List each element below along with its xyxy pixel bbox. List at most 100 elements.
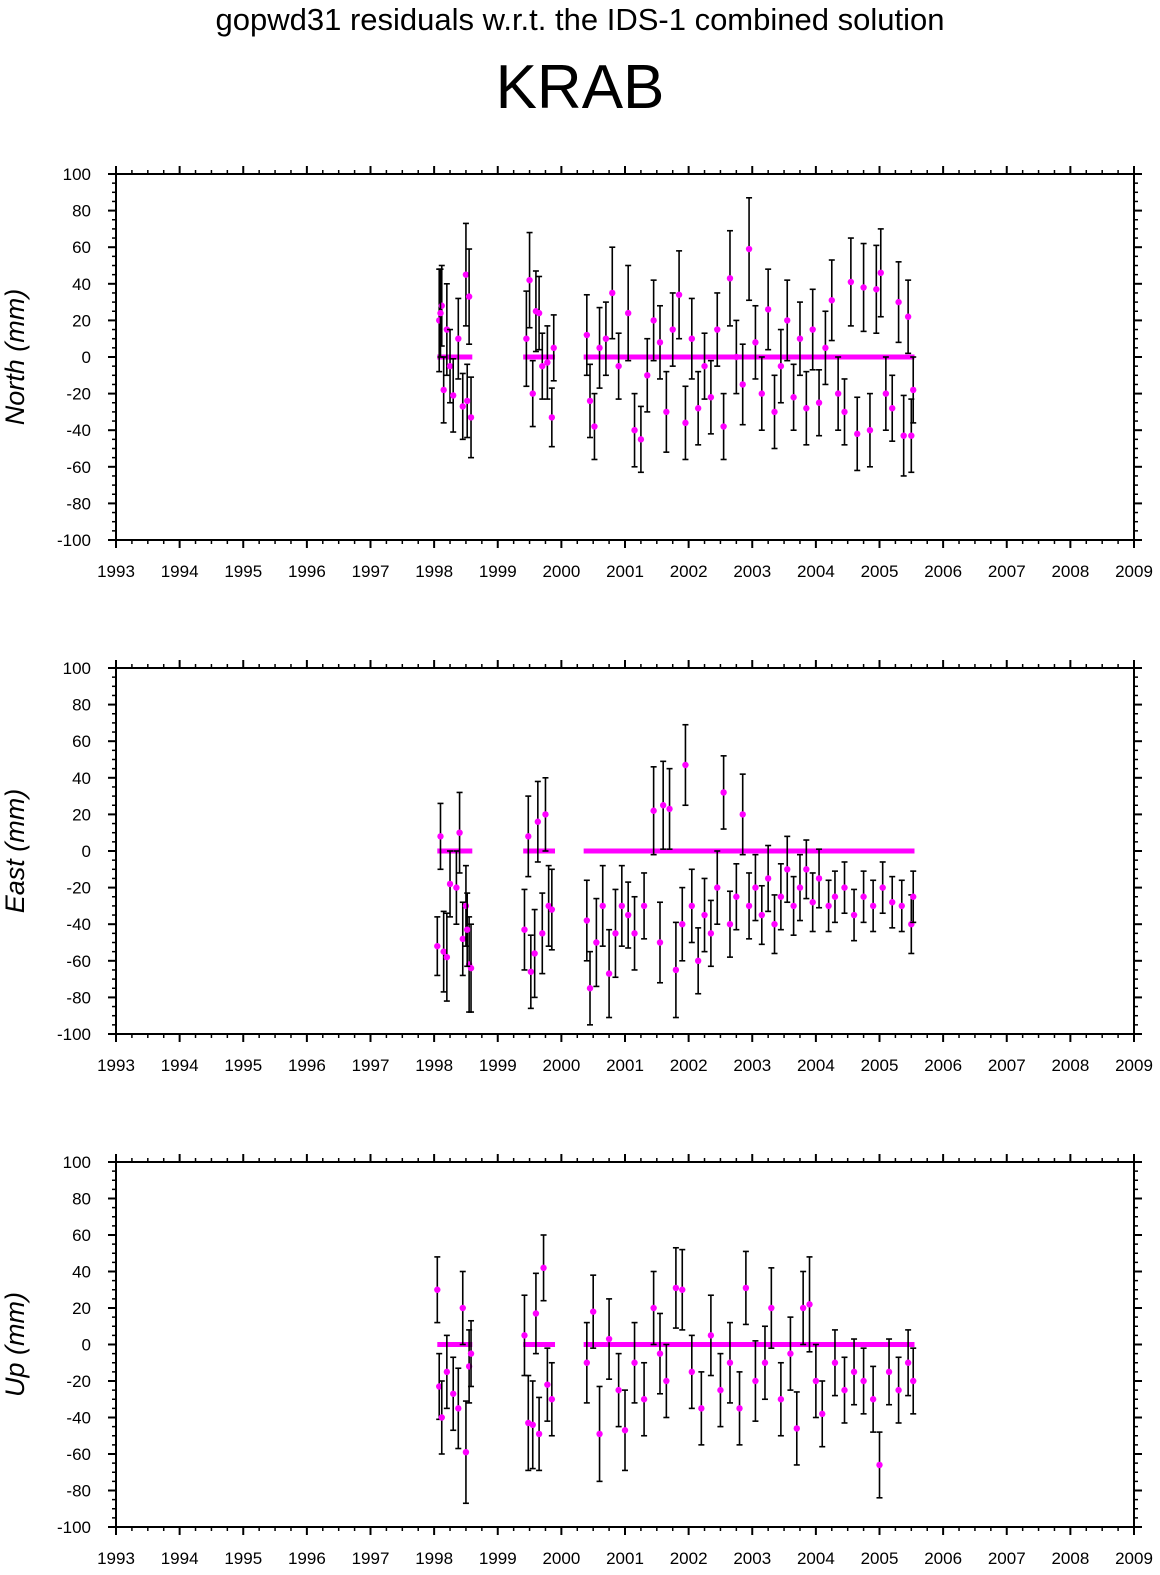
- data-point: [831, 1359, 839, 1366]
- data-point: [640, 902, 648, 910]
- data-point: [539, 362, 546, 370]
- data-point: [523, 335, 530, 342]
- x-tick-label: 1993: [97, 562, 135, 581]
- data-point: [764, 306, 772, 313]
- y-tick-label: 80: [72, 1190, 91, 1209]
- data-point: [764, 875, 772, 882]
- x-tick-label: 1999: [479, 1549, 517, 1568]
- data-point: [586, 985, 594, 992]
- x-tick-label: 1996: [288, 1549, 326, 1568]
- data-point: [752, 884, 759, 891]
- data-point: [464, 397, 471, 405]
- data-point: [850, 1368, 858, 1376]
- data-point: [803, 405, 810, 412]
- y-tick-label: -20: [66, 385, 91, 404]
- y-tick-label: 100: [63, 1153, 91, 1172]
- data-point: [850, 911, 858, 919]
- data-point: [771, 921, 778, 928]
- data-point: [809, 899, 816, 906]
- x-tick-label: 1997: [352, 1549, 390, 1568]
- data-point: [542, 811, 549, 818]
- data-point: [806, 1301, 813, 1308]
- data-point: [688, 1368, 696, 1376]
- data-point: [609, 289, 616, 297]
- y-tick-label: -100: [57, 1025, 91, 1044]
- data-point: [736, 1405, 743, 1412]
- data-point: [726, 1359, 734, 1366]
- data-point: [440, 948, 447, 955]
- x-tick-label: 2005: [861, 1056, 899, 1075]
- data-point: [701, 911, 708, 919]
- data-point: [637, 436, 645, 443]
- data-point: [464, 926, 471, 933]
- x-tick-label: 2001: [606, 1549, 644, 1568]
- x-tick-label: 2006: [924, 1056, 962, 1075]
- data-point: [714, 326, 721, 333]
- data-point: [876, 1461, 883, 1469]
- data-point: [720, 423, 727, 430]
- data-point: [777, 1396, 785, 1403]
- data-point: [822, 344, 829, 352]
- data-point: [768, 1304, 775, 1312]
- data-point: [650, 807, 657, 814]
- x-tick-label: 2000: [542, 562, 580, 581]
- data-point: [815, 399, 823, 406]
- y-tick-label: -100: [57, 531, 91, 550]
- data-point: [831, 893, 839, 900]
- x-tick-label: 2000: [542, 1549, 580, 1568]
- x-tick-label: 2009: [1115, 562, 1153, 581]
- figure-title: gopwd31 residuals w.r.t. the IDS-1 combi…: [215, 2, 945, 37]
- x-tick-label: 1995: [224, 1056, 262, 1075]
- x-tick-label: 2007: [988, 562, 1026, 581]
- data-point: [688, 902, 696, 910]
- data-point: [521, 1332, 528, 1339]
- data-point: [624, 309, 632, 317]
- data-point: [854, 430, 861, 438]
- x-tick-label: 1994: [161, 562, 199, 581]
- data-point: [450, 392, 457, 399]
- x-tick-label: 2007: [988, 1549, 1026, 1568]
- data-point: [465, 293, 473, 300]
- data-point: [882, 390, 890, 397]
- data-point: [841, 408, 848, 416]
- data-point: [650, 317, 657, 324]
- data-point: [535, 309, 543, 317]
- data-point: [656, 339, 664, 346]
- data-point: [869, 902, 877, 910]
- x-tick-label: 1996: [288, 1056, 326, 1075]
- data-point: [910, 386, 917, 394]
- y-tick-label: -80: [66, 494, 91, 513]
- data-point: [675, 291, 683, 298]
- x-tick-label: 1998: [415, 1549, 453, 1568]
- x-tick-label: 2007: [988, 1056, 1026, 1075]
- y-tick-label: 20: [72, 805, 91, 824]
- data-point: [591, 423, 598, 430]
- data-point: [438, 1414, 445, 1421]
- data-point: [672, 1284, 680, 1292]
- data-point: [534, 818, 542, 825]
- data-point: [550, 344, 557, 352]
- x-tick-label: 1998: [415, 562, 453, 581]
- data-point: [525, 833, 532, 840]
- data-point: [529, 1421, 536, 1429]
- data-point: [726, 275, 734, 282]
- data-point: [437, 833, 444, 840]
- data-point: [847, 278, 855, 286]
- y-axis-label: East (mm): [0, 789, 30, 914]
- data-point: [583, 1359, 591, 1366]
- data-point: [663, 408, 670, 416]
- data-point: [605, 970, 613, 977]
- data-point: [535, 1430, 543, 1438]
- x-tick-label: 2004: [797, 1549, 835, 1568]
- data-point: [459, 403, 466, 410]
- data-point: [624, 911, 632, 919]
- data-point: [869, 1396, 877, 1403]
- data-point: [434, 1286, 441, 1293]
- x-tick-label: 1996: [288, 562, 326, 581]
- x-tick-label: 2006: [924, 562, 962, 581]
- data-point: [796, 335, 804, 342]
- x-tick-label: 2005: [861, 1549, 899, 1568]
- data-point: [819, 1410, 826, 1418]
- data-point: [860, 893, 867, 900]
- data-point: [752, 339, 759, 346]
